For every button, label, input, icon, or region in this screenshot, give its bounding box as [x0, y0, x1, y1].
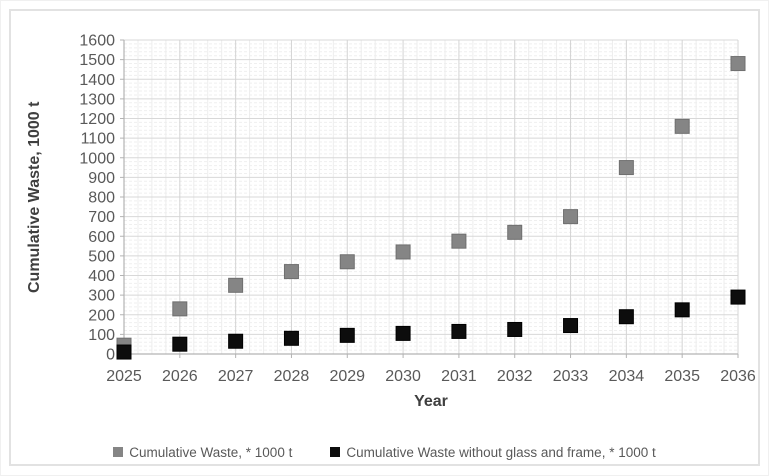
y-tick-label: 0 — [106, 347, 115, 364]
plot-area: 0 100 200 300 400 500 600 700 800 900 1000 1100 1200… — [79, 33, 756, 386]
y-tick-label: 1200 — [79, 111, 115, 128]
x-tick-label: 2028 — [274, 368, 310, 385]
x-tick-label: 2034 — [609, 368, 645, 385]
data-point-series0-2027 — [228, 277, 244, 293]
data-point-series1-2031 — [451, 323, 467, 339]
x-tick-label: 2030 — [385, 368, 421, 385]
y-tick-label: 1400 — [79, 72, 115, 89]
x-tick-label: 2027 — [218, 368, 254, 385]
legend-item-cumulative-waste: Cumulative Waste, * 1000 t — [113, 445, 292, 460]
legend: Cumulative Waste, * 1000 t Cumulative Wa… — [21, 442, 748, 462]
data-point-series0-2035 — [674, 118, 690, 134]
data-point-series1-2035 — [674, 302, 690, 318]
y-tick-label: 100 — [88, 327, 115, 344]
y-tick-label: 700 — [88, 209, 115, 226]
data-point-series0-2030 — [395, 244, 411, 260]
y-tick-label: 1500 — [79, 52, 115, 69]
y-tick-label: 1100 — [81, 131, 116, 148]
data-point-series0-2029 — [339, 254, 355, 270]
gray-square-marker-icon — [113, 447, 124, 457]
data-point-series1-2026 — [172, 336, 188, 352]
data-point-series1-2025 — [116, 344, 132, 360]
black-square-marker-icon — [330, 447, 341, 457]
y-tick-label: 1600 — [79, 33, 115, 50]
y-axis-title: Cumulative Waste, 1000 t — [26, 101, 43, 293]
x-tick-label: 2029 — [329, 368, 365, 385]
data-point-series0-2034 — [618, 160, 634, 176]
data-point-series1-2033 — [563, 318, 579, 334]
x-tick-label: 2033 — [553, 368, 589, 385]
data-point-series1-2036 — [730, 289, 746, 305]
legend-label-cumulative-waste: Cumulative Waste, * 1000 t — [129, 444, 293, 460]
data-point-series1-2030 — [395, 325, 411, 341]
data-point-series0-2026 — [172, 301, 188, 317]
y-tick-label: 1300 — [79, 91, 115, 108]
x-tick-label: 2031 — [441, 368, 477, 385]
y-tick-label: 200 — [88, 307, 115, 324]
legend-item-waste-without-glass-frame: Cumulative Waste without glass and frame… — [330, 444, 656, 460]
y-tick-label: 1000 — [79, 150, 115, 167]
data-point-series0-2031 — [451, 233, 467, 249]
data-point-series1-2027 — [228, 333, 244, 349]
y-tick-label: 900 — [88, 170, 115, 187]
x-tick-label: 2032 — [497, 368, 533, 385]
data-point-series1-2032 — [507, 321, 523, 337]
x-axis-title: Year — [414, 393, 448, 410]
data-point-series1-2028 — [283, 330, 299, 346]
y-tick-label: 500 — [88, 248, 115, 265]
x-tick-label: 2035 — [664, 368, 700, 385]
x-tick-label: 2025 — [106, 368, 142, 385]
x-tick-label: 2036 — [720, 368, 756, 385]
y-tick-label: 300 — [88, 288, 115, 305]
data-point-series0-2033 — [563, 209, 579, 225]
y-tick-label: 800 — [88, 190, 115, 207]
legend-label-waste-without-glass-frame: Cumulative Waste without glass and frame… — [346, 444, 656, 460]
chart-frame: 0 100 200 300 400 500 600 700 800 900 1000 1100 1200… — [9, 9, 760, 466]
data-point-series0-2036 — [730, 56, 746, 72]
data-point-series1-2029 — [339, 327, 355, 343]
y-tick-label: 400 — [88, 268, 115, 285]
y-tick-label: 600 — [88, 229, 115, 246]
data-point-series0-2028 — [283, 264, 299, 280]
data-point-series1-2034 — [618, 309, 634, 325]
x-tick-label: 2026 — [162, 368, 198, 385]
data-point-series0-2032 — [507, 224, 523, 240]
